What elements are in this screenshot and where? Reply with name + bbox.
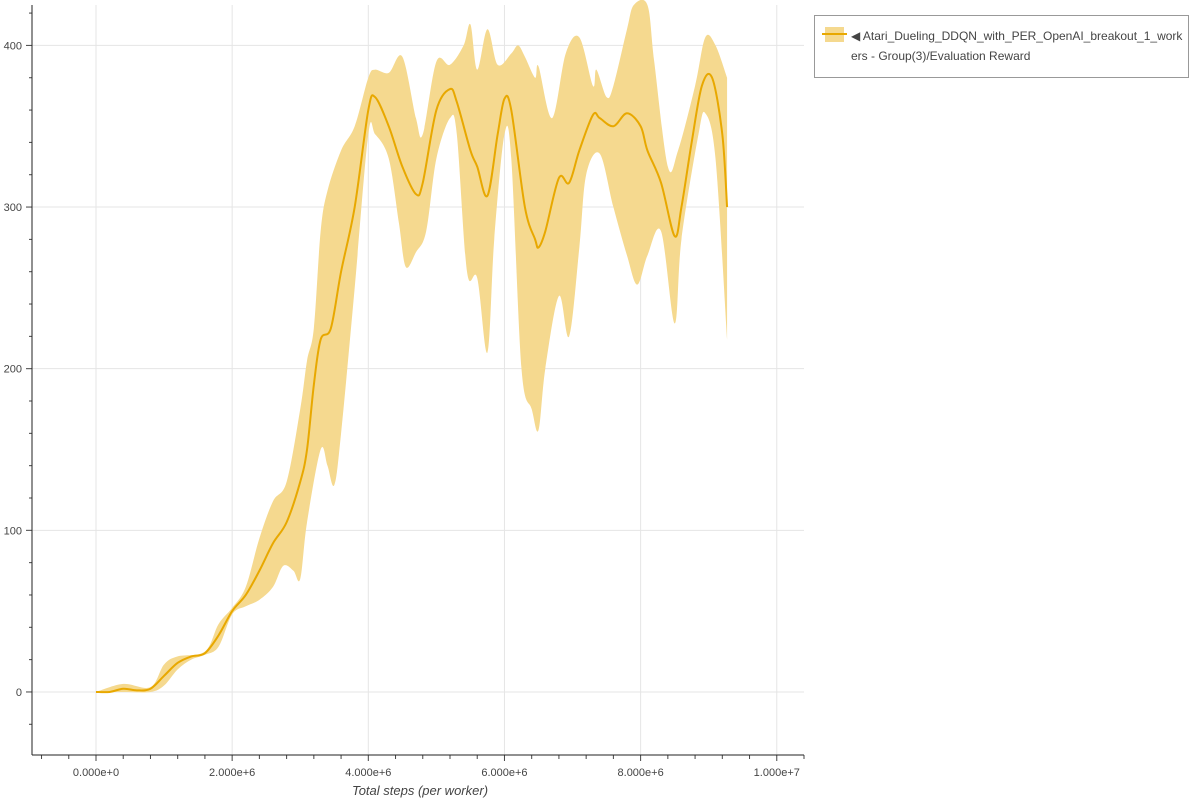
y-tick-label: 100 — [4, 525, 22, 537]
x-tick-label: 8.000e+6 — [618, 767, 664, 779]
axes: 0.000e+0 2.000e+6 4.000e+6 6.000e+6 8.000e+6… — [4, 5, 805, 779]
y-tick-label: 0 — [16, 687, 22, 699]
legend-swatch — [822, 27, 847, 42]
y-tick-label: 200 — [4, 364, 22, 376]
legend-label[interactable]: ◀ Atari_Dueling_DDQN_with_PER_OpenAI_bre… — [851, 29, 1183, 63]
x-tick-label: 1.000e+7 — [754, 767, 800, 779]
x-axis-label: Total steps (per worker) — [352, 783, 488, 798]
x-tick-label: 6.000e+6 — [481, 767, 527, 779]
mean-line — [95, 72, 729, 694]
y-tick-label: 300 — [4, 202, 22, 214]
x-tick-label: 0.000e+0 — [73, 767, 119, 779]
confidence-band — [95, 0, 728, 693]
x-tick-label: 2.000e+6 — [209, 767, 255, 779]
legend[interactable]: ◀ Atari_Dueling_DDQN_with_PER_OpenAI_bre… — [814, 15, 1189, 78]
x-tick-label: 4.000e+6 — [345, 767, 391, 779]
y-tick-label: 400 — [4, 40, 22, 52]
